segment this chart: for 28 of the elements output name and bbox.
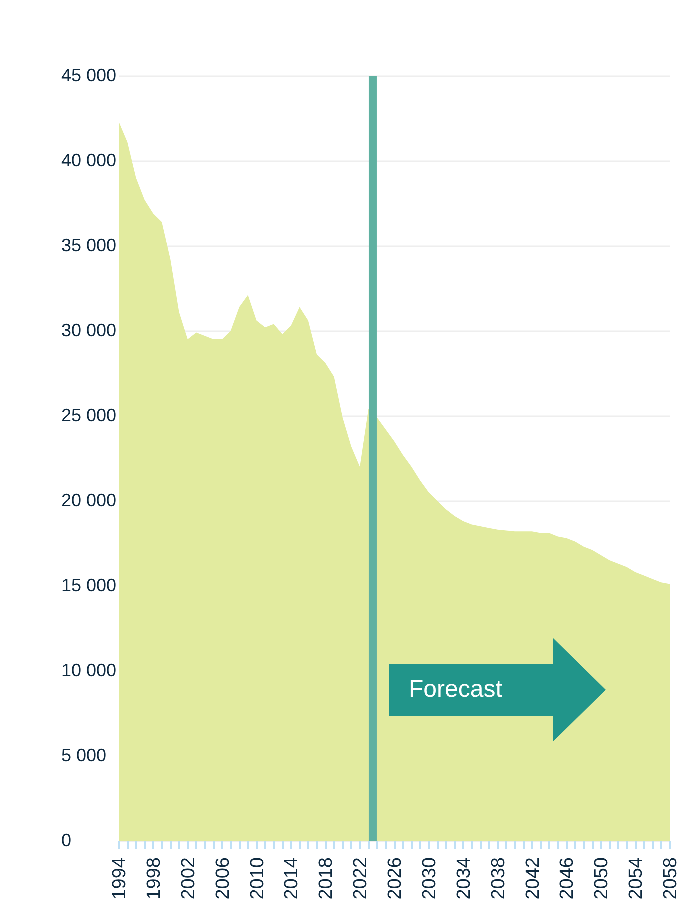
x-tick-label: 2014 [282,857,303,900]
y-tick-label: 30 000 [62,320,117,340]
x-tick-label: 2054 [626,857,648,900]
x-tick-label: 1998 [144,858,165,900]
x-tick-label: 2030 [419,858,440,900]
y-tick-label: 20 000 [62,490,117,510]
x-tick-label: 2022 [350,858,372,900]
x-tick-label: 2026 [385,858,406,900]
y-tick-label: 0 [62,830,72,850]
x-tick-label: 2038 [488,858,510,900]
x-tick-label: 1994 [110,857,130,900]
y-tick-label: 40 000 [62,150,117,170]
x-tick-label: 2010 [247,858,268,900]
x-tick-label: 2006 [212,858,234,900]
y-tick-label: 15 000 [62,576,117,596]
x-tick-label: 2034 [454,857,475,900]
y-tick-label: 5 000 [62,746,107,766]
y-tick-label: 25 000 [62,406,117,426]
x-tick-label: 2050 [592,858,613,900]
y-tick-label: 45 000 [62,66,117,86]
annotation: Forecast [409,676,502,704]
x-tick-label: 2042 [522,858,544,900]
y-tick-label: 10 000 [62,660,117,680]
x-tick-label: 2058 [660,858,682,900]
x-tick-label: 2046 [557,858,578,900]
x-tick-label: 2018 [316,858,338,900]
y-tick-label: 35 000 [62,236,117,256]
x-tick-label: 2002 [178,858,200,900]
